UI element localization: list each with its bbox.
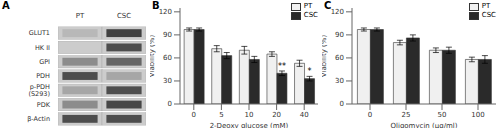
svg-text:*: * xyxy=(308,67,312,76)
html-text:CSC: CSC xyxy=(303,11,318,19)
svg-text:90: 90 xyxy=(335,31,344,39)
svg-text:β-Actin: β-Actin xyxy=(27,115,50,123)
svg-text:PDH: PDH xyxy=(36,72,50,80)
svg-text:Viability (%): Viability (%) xyxy=(322,35,328,78)
svg-text:90: 90 xyxy=(163,31,172,39)
svg-text:0: 0 xyxy=(340,100,344,108)
svg-text:GLUT1: GLUT1 xyxy=(29,29,50,37)
svg-text:GPI: GPI xyxy=(39,58,50,66)
svg-text:Oligomycin (μg/ml): Oligomycin (μg/ml) xyxy=(390,122,457,128)
svg-text:CSC: CSC xyxy=(117,12,131,20)
html-text:PT: PT xyxy=(303,2,313,10)
svg-text:5: 5 xyxy=(219,111,223,119)
svg-text:p-PDH(S293): p-PDH(S293) xyxy=(28,83,50,98)
svg-text:50: 50 xyxy=(438,111,447,119)
svg-text:10: 10 xyxy=(245,111,254,119)
svg-text:120: 120 xyxy=(331,8,344,16)
svg-text:30: 30 xyxy=(163,77,172,85)
svg-text:PDK: PDK xyxy=(37,101,51,109)
svg-text:HK II: HK II xyxy=(35,44,50,52)
svg-text:PT: PT xyxy=(76,12,85,20)
svg-text:30: 30 xyxy=(335,77,344,85)
svg-text:0: 0 xyxy=(192,111,196,119)
svg-text:25: 25 xyxy=(402,111,411,119)
svg-text:40: 40 xyxy=(300,111,309,119)
svg-text:100: 100 xyxy=(471,111,484,119)
html-text:PT: PT xyxy=(481,2,491,10)
svg-text:**: ** xyxy=(278,62,286,71)
svg-text:20: 20 xyxy=(272,111,281,119)
svg-text:120: 120 xyxy=(159,8,172,16)
svg-text:0: 0 xyxy=(368,111,372,119)
html-text:CSC: CSC xyxy=(481,11,496,19)
svg-text:60: 60 xyxy=(163,54,172,62)
svg-text:2-Deoxy glucose (mM): 2-Deoxy glucose (mM) xyxy=(210,122,289,128)
svg-text:60: 60 xyxy=(335,54,344,62)
html-text:A: A xyxy=(2,0,10,11)
svg-text:0: 0 xyxy=(168,100,172,108)
svg-text:Viability (%): Viability (%) xyxy=(150,35,156,78)
html-text:B: B xyxy=(152,0,160,11)
html-text:C: C xyxy=(324,0,332,11)
